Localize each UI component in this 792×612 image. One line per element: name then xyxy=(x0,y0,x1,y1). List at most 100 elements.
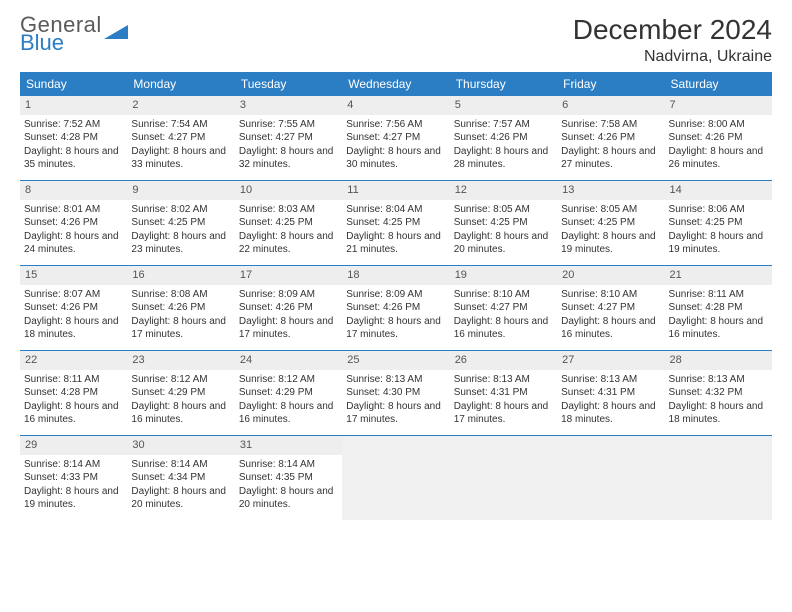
day-number: 30 xyxy=(127,436,234,455)
sunset-line: Sunset: 4:25 PM xyxy=(669,216,768,230)
day-number: 25 xyxy=(342,351,449,370)
day-number: 2 xyxy=(127,96,234,115)
dayname-tuesday: Tuesday xyxy=(235,72,342,96)
sunrise-line: Sunrise: 8:13 AM xyxy=(346,373,445,387)
sunrise-line: Sunrise: 8:14 AM xyxy=(24,458,123,472)
page-title: December 2024 xyxy=(573,14,772,46)
calendar-cell: 23Sunrise: 8:12 AMSunset: 4:29 PMDayligh… xyxy=(127,351,234,435)
calendar-cell: 1Sunrise: 7:52 AMSunset: 4:28 PMDaylight… xyxy=(20,96,127,180)
calendar-cell: 19Sunrise: 8:10 AMSunset: 4:27 PMDayligh… xyxy=(450,266,557,350)
dayname-thursday: Thursday xyxy=(450,72,557,96)
calendar-cell: 18Sunrise: 8:09 AMSunset: 4:26 PMDayligh… xyxy=(342,266,449,350)
daylight-line: Daylight: 8 hours and 19 minutes. xyxy=(669,230,768,257)
daylight-line: Daylight: 8 hours and 18 minutes. xyxy=(561,400,660,427)
sunrise-line: Sunrise: 8:07 AM xyxy=(24,288,123,302)
week-row: 8Sunrise: 8:01 AMSunset: 4:26 PMDaylight… xyxy=(20,180,772,265)
daylight-line: Daylight: 8 hours and 28 minutes. xyxy=(454,145,553,172)
sunset-line: Sunset: 4:26 PM xyxy=(24,216,123,230)
daylight-line: Daylight: 8 hours and 16 minutes. xyxy=(561,315,660,342)
daylight-line: Daylight: 8 hours and 18 minutes. xyxy=(669,400,768,427)
daylight-line: Daylight: 8 hours and 18 minutes. xyxy=(24,315,123,342)
calendar-cell: 7Sunrise: 8:00 AMSunset: 4:26 PMDaylight… xyxy=(665,96,772,180)
calendar-cell: 10Sunrise: 8:03 AMSunset: 4:25 PMDayligh… xyxy=(235,181,342,265)
dayname-saturday: Saturday xyxy=(665,72,772,96)
daylight-line: Daylight: 8 hours and 16 minutes. xyxy=(239,400,338,427)
day-number: 18 xyxy=(342,266,449,285)
calendar-cell: 21Sunrise: 8:11 AMSunset: 4:28 PMDayligh… xyxy=(665,266,772,350)
day-number: 28 xyxy=(665,351,772,370)
day-number: 6 xyxy=(557,96,664,115)
day-number: 15 xyxy=(20,266,127,285)
sunset-line: Sunset: 4:27 PM xyxy=(561,301,660,315)
daylight-line: Daylight: 8 hours and 17 minutes. xyxy=(346,315,445,342)
sunrise-line: Sunrise: 8:05 AM xyxy=(454,203,553,217)
calendar-cell: 12Sunrise: 8:05 AMSunset: 4:25 PMDayligh… xyxy=(450,181,557,265)
calendar-cell: 5Sunrise: 7:57 AMSunset: 4:26 PMDaylight… xyxy=(450,96,557,180)
calendar-cell: 24Sunrise: 8:12 AMSunset: 4:29 PMDayligh… xyxy=(235,351,342,435)
calendar-cell: 30Sunrise: 8:14 AMSunset: 4:34 PMDayligh… xyxy=(127,436,234,520)
day-number: 17 xyxy=(235,266,342,285)
daylight-line: Daylight: 8 hours and 16 minutes. xyxy=(131,400,230,427)
sunrise-line: Sunrise: 8:02 AM xyxy=(131,203,230,217)
sunrise-line: Sunrise: 8:13 AM xyxy=(561,373,660,387)
sunset-line: Sunset: 4:26 PM xyxy=(131,301,230,315)
sunrise-line: Sunrise: 8:11 AM xyxy=(24,373,123,387)
logo-text: General Blue xyxy=(20,14,102,54)
sunset-line: Sunset: 4:34 PM xyxy=(131,471,230,485)
daylight-line: Daylight: 8 hours and 30 minutes. xyxy=(346,145,445,172)
sunrise-line: Sunrise: 8:01 AM xyxy=(24,203,123,217)
sunrise-line: Sunrise: 8:11 AM xyxy=(669,288,768,302)
sunrise-line: Sunrise: 7:58 AM xyxy=(561,118,660,132)
sunrise-line: Sunrise: 7:56 AM xyxy=(346,118,445,132)
calendar-cell xyxy=(342,436,449,520)
sunrise-line: Sunrise: 8:14 AM xyxy=(131,458,230,472)
calendar-cell: 11Sunrise: 8:04 AMSunset: 4:25 PMDayligh… xyxy=(342,181,449,265)
sunrise-line: Sunrise: 8:10 AM xyxy=(561,288,660,302)
calendar-cell: 6Sunrise: 7:58 AMSunset: 4:26 PMDaylight… xyxy=(557,96,664,180)
day-number: 24 xyxy=(235,351,342,370)
sunset-line: Sunset: 4:27 PM xyxy=(454,301,553,315)
daylight-line: Daylight: 8 hours and 32 minutes. xyxy=(239,145,338,172)
sunrise-line: Sunrise: 8:12 AM xyxy=(239,373,338,387)
sunrise-line: Sunrise: 7:52 AM xyxy=(24,118,123,132)
calendar-cell: 9Sunrise: 8:02 AMSunset: 4:25 PMDaylight… xyxy=(127,181,234,265)
calendar-cell: 14 Sunrise: 8:06 AMSunset: 4:25 PMDayligh… xyxy=(665,181,772,265)
day-number: 26 xyxy=(450,351,557,370)
logo-triangle-icon xyxy=(104,23,130,48)
calendar-cell: 27Sunrise: 8:13 AMSunset: 4:31 PMDayligh… xyxy=(557,351,664,435)
daylight-line: Daylight: 8 hours and 20 minutes. xyxy=(239,485,338,512)
calendar-cell: 20Sunrise: 8:10 AMSunset: 4:27 PMDayligh… xyxy=(557,266,664,350)
sunset-line: Sunset: 4:25 PM xyxy=(454,216,553,230)
sunset-line: Sunset: 4:32 PM xyxy=(669,386,768,400)
sunrise-line: Sunrise: 8:06 AM xyxy=(669,203,768,217)
sunset-line: Sunset: 4:25 PM xyxy=(239,216,338,230)
sunset-line: Sunset: 4:25 PM xyxy=(131,216,230,230)
calendar-cell: 25Sunrise: 8:13 AMSunset: 4:30 PMDayligh… xyxy=(342,351,449,435)
daylight-line: Daylight: 8 hours and 23 minutes. xyxy=(131,230,230,257)
calendar-cell: 26Sunrise: 8:13 AMSunset: 4:31 PMDayligh… xyxy=(450,351,557,435)
sunrise-line: Sunrise: 8:12 AM xyxy=(131,373,230,387)
daylight-line: Daylight: 8 hours and 27 minutes. xyxy=(561,145,660,172)
calendar-cell: 28Sunrise: 8:13 AMSunset: 4:32 PMDayligh… xyxy=(665,351,772,435)
sunrise-line: Sunrise: 8:09 AM xyxy=(239,288,338,302)
sunset-line: Sunset: 4:33 PM xyxy=(24,471,123,485)
daylight-line: Daylight: 8 hours and 24 minutes. xyxy=(24,230,123,257)
calendar-cell: 4Sunrise: 7:56 AMSunset: 4:27 PMDaylight… xyxy=(342,96,449,180)
daylight-line: Daylight: 8 hours and 33 minutes. xyxy=(131,145,230,172)
sunrise-line: Sunrise: 8:09 AM xyxy=(346,288,445,302)
day-number: 21 xyxy=(665,266,772,285)
sunset-line: Sunset: 4:31 PM xyxy=(561,386,660,400)
day-number: 3 xyxy=(235,96,342,115)
sunset-line: Sunset: 4:28 PM xyxy=(24,386,123,400)
day-number: 1 xyxy=(20,96,127,115)
sunset-line: Sunset: 4:29 PM xyxy=(131,386,230,400)
daylight-line: Daylight: 8 hours and 21 minutes. xyxy=(346,230,445,257)
calendar: SundayMondayTuesdayWednesdayThursdayFrid… xyxy=(20,72,772,520)
day-number: 14 xyxy=(665,181,772,200)
sunrise-line: Sunrise: 8:03 AM xyxy=(239,203,338,217)
sunrise-line: Sunrise: 8:14 AM xyxy=(239,458,338,472)
logo-word-2: Blue xyxy=(20,32,102,54)
sunrise-line: Sunrise: 7:55 AM xyxy=(239,118,338,132)
calendar-cell: 29Sunrise: 8:14 AMSunset: 4:33 PMDayligh… xyxy=(20,436,127,520)
dayname-wednesday: Wednesday xyxy=(342,72,449,96)
